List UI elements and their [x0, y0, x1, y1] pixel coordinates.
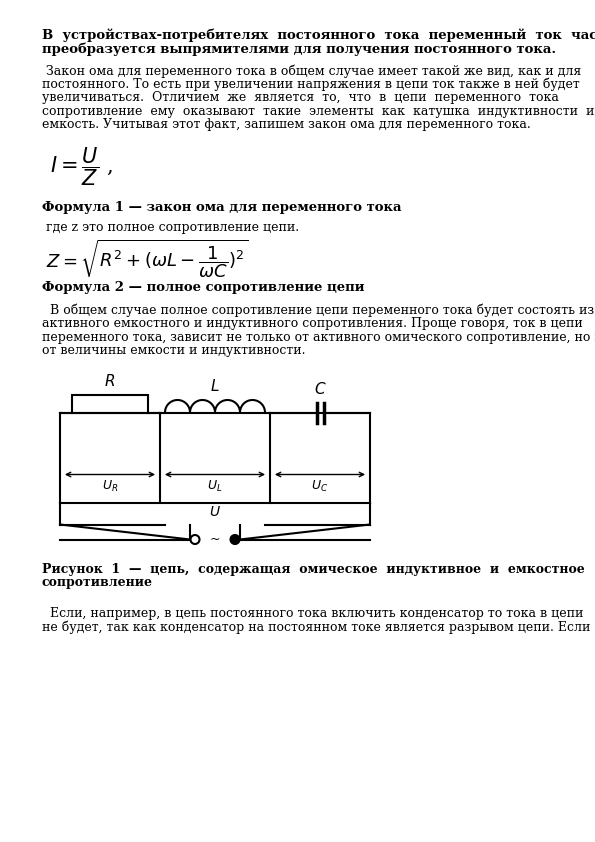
Text: Если, например, в цепь постоянного тока включить конденсатор то тока в цепи: Если, например, в цепь постоянного тока …: [42, 606, 583, 620]
Text: сопротивление: сопротивление: [42, 576, 153, 589]
Text: от величины емкости и индуктивности.: от величины емкости и индуктивности.: [42, 344, 305, 357]
Text: сопротивление  ему  оказывают  такие  элементы  как  катушка  индуктивности  и: сопротивление ему оказывают такие элемен…: [42, 104, 594, 118]
Text: переменного тока, зависит не только от активного омического сопротивление, но и: переменного тока, зависит не только от а…: [42, 331, 595, 344]
Text: Закон ома для переменного тока в общем случае имеет такой же вид, как и для: Закон ома для переменного тока в общем с…: [42, 64, 581, 77]
Text: ~: ~: [210, 533, 220, 546]
Text: не будет, так как конденсатор на постоянном токе является разрывом цепи. Если: не будет, так как конденсатор на постоян…: [42, 620, 590, 633]
Text: емкость. Учитывая этот факт, запишем закон ома для переменного тока.: емкость. Учитывая этот факт, запишем зак…: [42, 118, 531, 131]
Circle shape: [190, 535, 199, 544]
Text: $\mathit{Z} = \sqrt{\mathit{R}^2 + (\omega \mathit{L} - \dfrac{1}{\omega \mathit: $\mathit{Z} = \sqrt{\mathit{R}^2 + (\ome…: [46, 237, 248, 280]
Text: $U_L$: $U_L$: [207, 478, 223, 493]
Text: Формула 2 — полное сопротивление цепи: Формула 2 — полное сопротивление цепи: [42, 281, 365, 295]
Bar: [72, 395, 148, 413]
Text: постоянного. То есть при увеличении напряжения в цепи ток также в ней будет: постоянного. То есть при увеличении напр…: [42, 77, 580, 91]
Text: преобразуется выпрямителями для получения постоянного тока.: преобразуется выпрямителями для получени…: [42, 42, 556, 56]
Text: увеличиваться.  Отличием  же  является  то,  что  в  цепи  переменного  тока: увеличиваться. Отличием же является то, …: [42, 91, 559, 104]
Text: активного емкостного и индуктивного сопротивления. Проще говоря, ток в цепи: активного емкостного и индуктивного сопр…: [42, 317, 583, 330]
Text: $\mathit{I} = \dfrac{\mathit{U}}{\mathit{Z}}$ ,: $\mathit{I} = \dfrac{\mathit{U}}{\mathit…: [50, 146, 113, 188]
Text: В  устройствах-потребителях  постоянного  тока  переменный  ток  часто: В устройствах-потребителях постоянного т…: [42, 28, 595, 41]
Circle shape: [230, 535, 240, 544]
Text: Рисунок  1  —  цепь,  содержащая  омическое  индуктивное  и  емкостное: Рисунок 1 — цепь, содержащая омическое и…: [42, 562, 585, 575]
Text: $R$: $R$: [104, 372, 115, 388]
Text: $U_R$: $U_R$: [102, 478, 118, 493]
Text: $C$: $C$: [314, 381, 326, 397]
Text: В общем случае полное сопротивление цепи переменного тока будет состоять из: В общем случае полное сопротивление цепи…: [42, 303, 594, 317]
Text: $U$: $U$: [209, 505, 221, 520]
Text: $L$: $L$: [210, 378, 220, 394]
Text: Формула 1 — закон ома для переменного тока: Формула 1 — закон ома для переменного то…: [42, 200, 402, 214]
Text: где z это полное сопротивление цепи.: где z это полное сопротивление цепи.: [42, 221, 299, 235]
Text: $U_C$: $U_C$: [311, 478, 328, 493]
